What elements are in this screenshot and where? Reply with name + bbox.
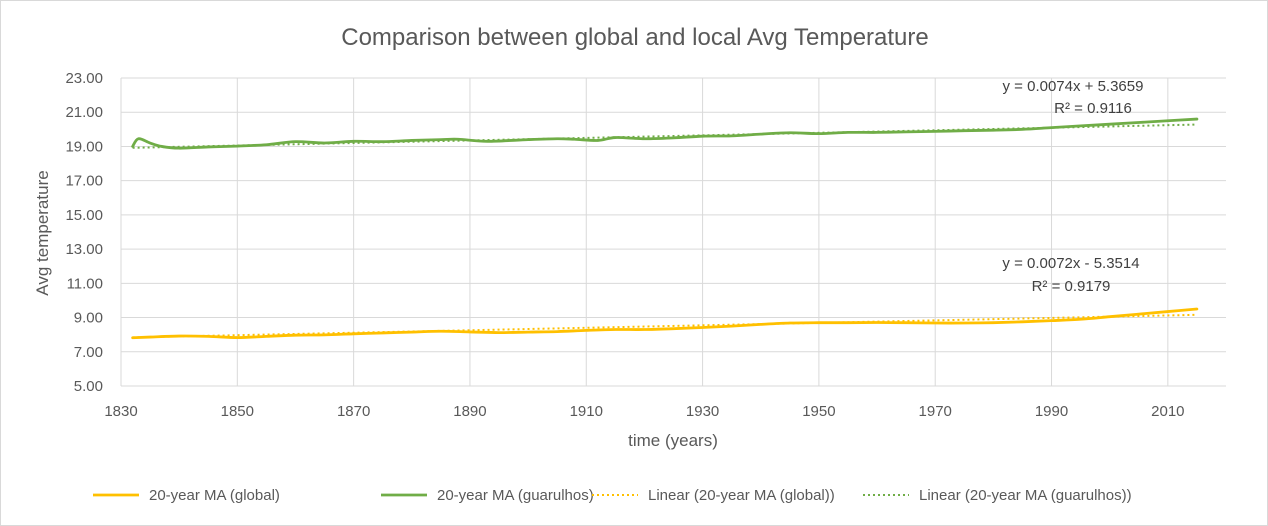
- x-tick-label: 1910: [570, 403, 603, 420]
- legend-item: 20-year MA (global): [93, 487, 280, 504]
- x-tick-label: 1990: [1035, 403, 1068, 420]
- y-tick-label: 23.00: [65, 70, 103, 87]
- y-axis-label: Avg temperature: [33, 170, 52, 295]
- x-tick-label: 1850: [221, 403, 254, 420]
- y-tick-label: 7.00: [74, 344, 103, 361]
- x-tick-label: 2010: [1151, 403, 1184, 420]
- global-trend-equation: y = 0.0072x - 5.3514: [1002, 255, 1139, 272]
- global-trend-r2: R² = 0.9179: [1032, 278, 1111, 295]
- x-tick-label: 1950: [802, 403, 835, 420]
- y-tick-label: 17.00: [65, 173, 103, 190]
- legend: 20-year MA (global) 20-year MA (guarulhos…: [93, 487, 1132, 504]
- legend-item: 20-year MA (guarulhos): [381, 487, 594, 504]
- series-global-line: [131, 307, 1199, 340]
- y-tick-label: 13.00: [65, 241, 103, 258]
- legend-item: Linear (20-year MA (global)): [592, 487, 835, 504]
- y-tick-label: 19.00: [65, 138, 103, 155]
- legend-label: Linear (20-year MA (global)): [648, 487, 835, 504]
- legend-item: Linear (20-year MA (guarulhos)): [863, 487, 1132, 504]
- guarulhos-trend-equation: y = 0.0074x + 5.3659: [1003, 78, 1144, 95]
- chart-title: Comparison between global and local Avg …: [341, 24, 928, 51]
- x-tick-label: 1870: [337, 403, 370, 420]
- y-tick-label: 21.00: [65, 104, 103, 121]
- x-axis-label: time (years): [628, 431, 718, 450]
- tick-labels: 5.00 7.00 9.00 11.00 13.00 15.00 17.00 19.00 21.…: [65, 70, 1184, 420]
- series-guarulhos-line: [131, 117, 1199, 150]
- guarulhos-trend-r2: R² = 0.9116: [1054, 100, 1132, 117]
- legend-label: 20-year MA (guarulhos): [437, 487, 594, 504]
- grid-layer: [120, 77, 1226, 387]
- y-tick-label: 9.00: [74, 310, 103, 327]
- legend-label: 20-year MA (global): [149, 487, 280, 504]
- x-tick-label: 1930: [686, 403, 719, 420]
- y-tick-label: 15.00: [65, 207, 103, 224]
- y-tick-label: 11.00: [67, 275, 103, 292]
- x-tick-label: 1970: [919, 403, 952, 420]
- series-layer: [131, 117, 1199, 340]
- y-tick-label: 5.00: [74, 378, 103, 395]
- x-tick-label: 1830: [104, 403, 137, 420]
- x-tick-label: 1890: [453, 403, 486, 420]
- legend-label: Linear (20-year MA (guarulhos)): [919, 487, 1132, 504]
